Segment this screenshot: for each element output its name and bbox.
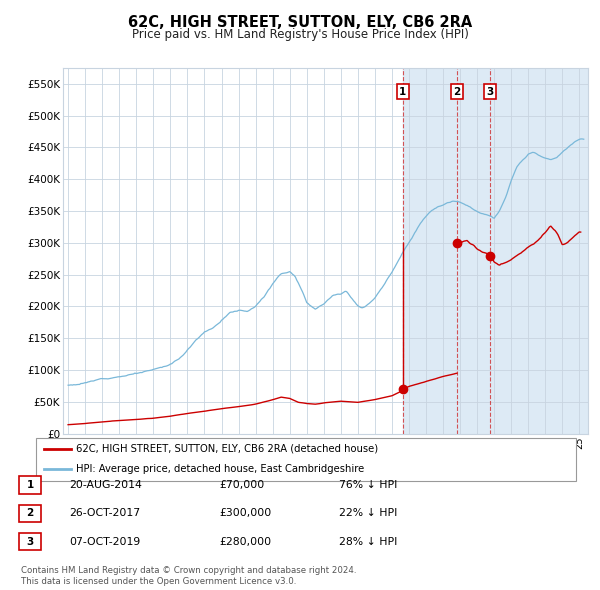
Text: 2: 2 [454, 87, 461, 97]
Text: 26-OCT-2017: 26-OCT-2017 [69, 509, 140, 518]
Bar [403, 68, 588, 434]
Text: 76% ↓ HPI: 76% ↓ HPI [339, 480, 397, 490]
Text: 07-OCT-2019: 07-OCT-2019 [69, 537, 140, 546]
Text: £280,000: £280,000 [219, 537, 271, 546]
Text: £70,000: £70,000 [219, 480, 264, 490]
Text: 3: 3 [26, 537, 34, 546]
Text: 62C, HIGH STREET, SUTTON, ELY, CB6 2RA: 62C, HIGH STREET, SUTTON, ELY, CB6 2RA [128, 15, 472, 30]
Text: 62C, HIGH STREET, SUTTON, ELY, CB6 2RA (detached house): 62C, HIGH STREET, SUTTON, ELY, CB6 2RA (… [77, 444, 379, 454]
Text: £300,000: £300,000 [219, 509, 271, 518]
Text: 28% ↓ HPI: 28% ↓ HPI [339, 537, 397, 546]
Text: 3: 3 [487, 87, 494, 97]
Text: 1: 1 [399, 87, 407, 97]
Text: 2: 2 [26, 509, 34, 518]
Text: This data is licensed under the Open Government Licence v3.0.: This data is licensed under the Open Gov… [21, 576, 296, 586]
Text: Price paid vs. HM Land Registry's House Price Index (HPI): Price paid vs. HM Land Registry's House … [131, 28, 469, 41]
Text: 20-AUG-2014: 20-AUG-2014 [69, 480, 142, 490]
Text: 1: 1 [26, 480, 34, 490]
Text: 22% ↓ HPI: 22% ↓ HPI [339, 509, 397, 518]
Text: HPI: Average price, detached house, East Cambridgeshire: HPI: Average price, detached house, East… [77, 464, 365, 474]
Text: Contains HM Land Registry data © Crown copyright and database right 2024.: Contains HM Land Registry data © Crown c… [21, 566, 356, 575]
